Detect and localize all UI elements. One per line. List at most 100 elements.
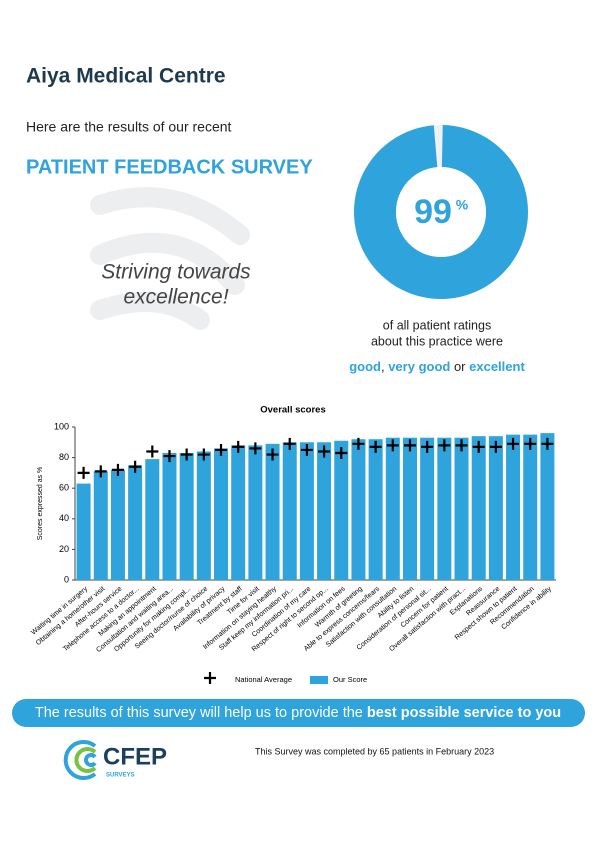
rating-joiner: or: [450, 359, 469, 374]
national-marker: [455, 439, 468, 452]
wave: [90, 187, 250, 245]
donut-value: 99: [414, 193, 452, 231]
national-marker: [94, 465, 107, 478]
bar: [214, 448, 229, 580]
banner-bg: [12, 699, 585, 727]
national-marker: [180, 448, 193, 461]
bar: [128, 465, 143, 580]
rating-term: very good: [388, 359, 450, 374]
y-tick-label: 40: [59, 513, 69, 523]
bar: [231, 445, 246, 580]
legend-marker: [204, 672, 216, 684]
bar: [540, 433, 555, 580]
logo-sub: SURVEYS: [106, 773, 135, 779]
national-marker: [77, 466, 90, 479]
logo-arc: [63, 740, 97, 780]
banner-bold: best possible service to you: [367, 705, 561, 721]
slogan: Striving towards: [101, 261, 251, 284]
bar: [402, 437, 417, 580]
national-marker: [403, 439, 416, 452]
national-marker: [300, 443, 313, 456]
bar: [179, 453, 194, 580]
national-marker: [438, 439, 451, 452]
national-marker: [283, 437, 296, 450]
banner-text: The results of this survey will help us …: [35, 705, 367, 721]
bar: [248, 445, 263, 580]
bar: [145, 459, 160, 580]
bar: [162, 453, 177, 580]
footer-note: This Survey was completed by 65 patients…: [255, 746, 494, 756]
bar: [299, 442, 314, 580]
chart-title: Overall scores: [260, 405, 326, 416]
national-marker: [318, 445, 331, 458]
bar: [506, 434, 521, 580]
banner: The results of this survey will help us …: [35, 705, 561, 721]
bar: [351, 439, 366, 580]
bar: [368, 439, 383, 580]
rating-terms: good, very good or excellent: [349, 359, 525, 374]
logo: CFEP: [103, 743, 167, 770]
national-marker: [369, 440, 382, 453]
national-marker: [524, 437, 537, 450]
national-marker: [163, 450, 176, 463]
y-tick-label: 20: [59, 544, 69, 554]
wave: [90, 292, 210, 330]
rating-term: good: [349, 359, 381, 374]
subtitle: PATIENT FEEDBACK SURVEY: [26, 156, 313, 178]
national-marker: [215, 443, 228, 456]
logo-arc: [74, 747, 97, 773]
national-marker: [507, 437, 520, 450]
bar: [488, 436, 503, 580]
logo-arc: [84, 753, 97, 767]
x-tick-label: Obtaining a home/other visit: [35, 586, 106, 647]
national-marker: [266, 448, 279, 461]
bar: [437, 437, 452, 580]
legend-swatch: [310, 676, 328, 684]
bar: [334, 440, 349, 580]
bar: [110, 469, 125, 580]
rating-joiner: ,: [381, 359, 388, 374]
rating-text: about this practice were: [371, 334, 503, 348]
national-marker: [232, 440, 245, 453]
national-marker: [335, 447, 348, 460]
bar: [265, 443, 280, 580]
bar: [76, 483, 91, 580]
national-marker: [146, 445, 159, 458]
bar: [471, 436, 486, 580]
bar: [282, 442, 297, 580]
title: Aiya Medical Centre: [26, 65, 226, 88]
y-tick-label: 80: [59, 452, 69, 462]
national-marker: [352, 437, 365, 450]
bar: [385, 437, 400, 580]
national-marker: [249, 442, 262, 455]
rating-term: excellent: [469, 359, 525, 374]
waves: [90, 187, 250, 330]
bar: [93, 471, 108, 580]
bar: [454, 437, 469, 580]
bar: [420, 437, 435, 580]
intro: Here are the results of our recent: [26, 119, 232, 135]
bar: [196, 451, 211, 580]
donut-arc: [354, 125, 528, 300]
wave: [90, 232, 245, 295]
national-marker: [421, 440, 434, 453]
national-marker: [111, 463, 124, 476]
slogan: excellence!: [123, 286, 228, 309]
donut-unit: %: [456, 197, 469, 213]
y-tick-label: 60: [59, 483, 69, 493]
donut-hole: [396, 167, 486, 257]
national-marker: [541, 437, 554, 450]
national-marker: [489, 440, 502, 453]
national-marker: [472, 440, 485, 453]
legend-label: Our Score: [333, 675, 367, 684]
logo-mark: [63, 740, 97, 780]
y-tick-label: 100: [54, 421, 69, 431]
rating-text: of all patient ratings: [383, 318, 491, 332]
legend-label: National Average: [235, 675, 292, 684]
national-marker: [197, 448, 210, 461]
y-axis-label: Scores expressed as %: [37, 467, 44, 541]
national-marker: [386, 439, 399, 452]
bar: [317, 442, 332, 580]
